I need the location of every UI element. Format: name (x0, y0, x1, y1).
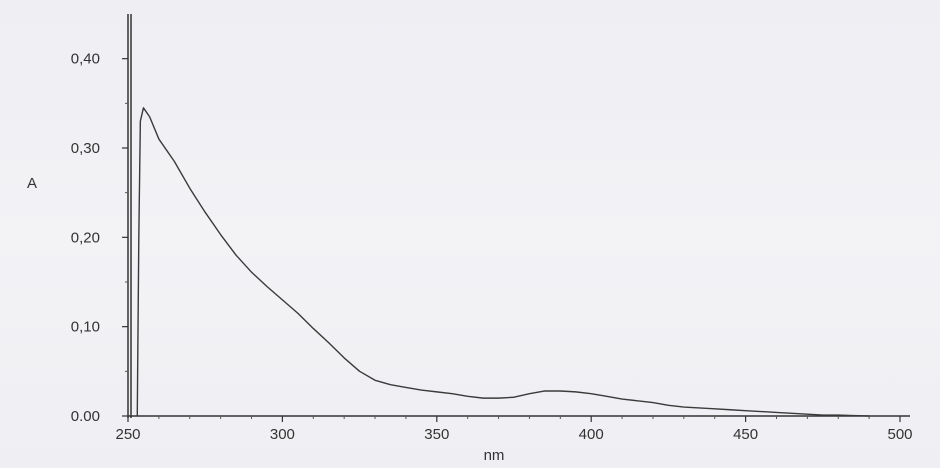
x-tick-label: 400 (579, 426, 604, 443)
y-tick-label: 0,40 (71, 51, 100, 68)
absorbance-series-line (136, 107, 870, 417)
x-tick-label: 250 (115, 426, 140, 443)
x-tick-label: 500 (887, 426, 912, 443)
y-tick-label: 0,20 (71, 229, 100, 246)
x-axis-title: nm (484, 447, 505, 464)
y-tick-label: 0,10 (71, 319, 100, 336)
y-tick-label: 0.00 (71, 408, 100, 425)
y-axis-title: A (27, 175, 37, 192)
x-tick-label: 350 (424, 426, 449, 443)
x-tick-label: 450 (733, 426, 758, 443)
y-tick-label: 0,30 (71, 140, 100, 157)
x-tick-label: 300 (270, 426, 295, 443)
